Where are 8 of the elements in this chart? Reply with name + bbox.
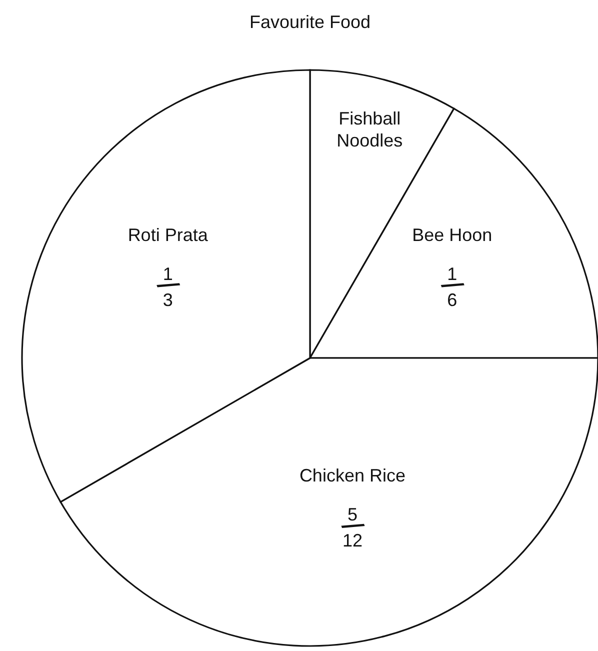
data-label: 1/6 <box>434 264 469 310</box>
slice-label: Fishball Noodles <box>336 108 403 150</box>
slice-label: Bee Hoon <box>412 224 492 245</box>
chart-title: Favourite Food <box>249 12 371 32</box>
data-label: 5/12 <box>334 504 369 551</box>
slice-label: Roti Prata <box>128 224 209 245</box>
data-label: 1/3 <box>150 264 184 310</box>
slice-label: Chicken Rice <box>299 466 406 486</box>
